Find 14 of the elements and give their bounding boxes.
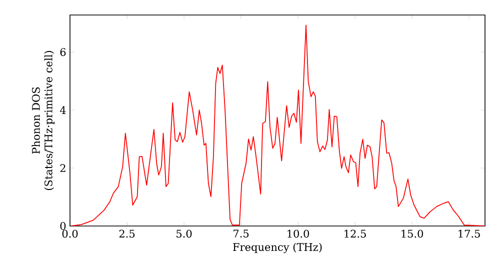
y-tick-label: 6 [60, 48, 66, 56]
y-axis-title: Phonon DOS (States/THz·primitive cell) [32, 50, 54, 190]
x-tick-label: 12.5 [344, 230, 366, 238]
x-tick-label: 5.0 [176, 230, 192, 238]
x-tick-label: 17.5 [458, 230, 480, 238]
x-tick-label: 10.0 [288, 230, 310, 238]
x-tick-label: 2.5 [119, 230, 135, 238]
x-axis-title: Frequency (THz) [233, 242, 322, 254]
x-tick-label: 7.5 [234, 230, 249, 238]
x-tick-label: 15.0 [402, 230, 424, 238]
y-tick-label: 2 [60, 164, 66, 172]
y-tick-label: 0 [60, 222, 66, 230]
x-tick-label: 0.0 [62, 230, 78, 238]
y-tick-label: 4 [60, 106, 66, 114]
